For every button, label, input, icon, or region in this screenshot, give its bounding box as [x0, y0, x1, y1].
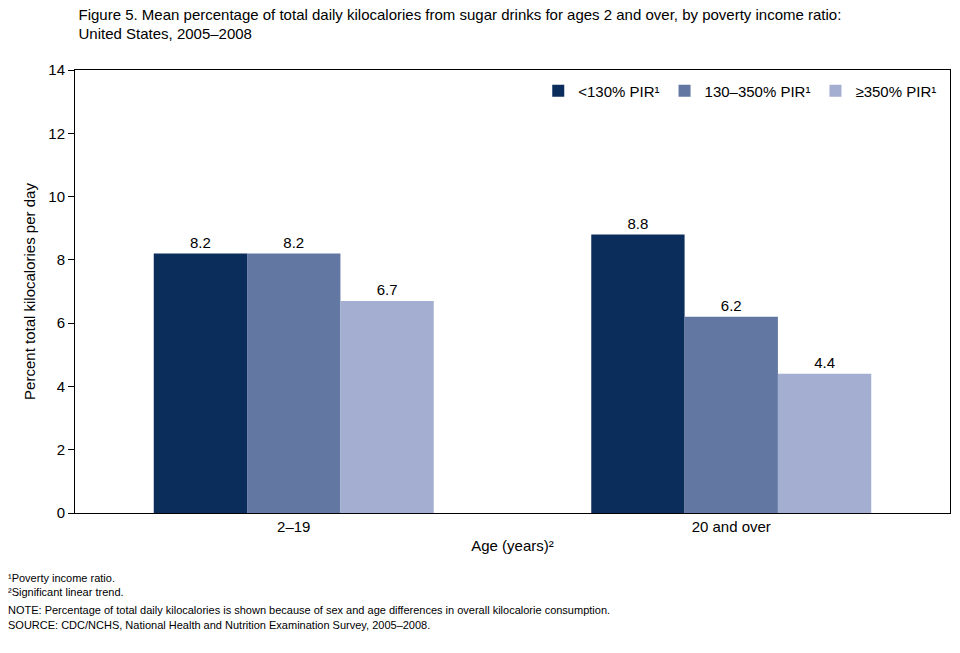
- svg-text:0: 0: [57, 504, 65, 521]
- svg-text:2–19: 2–19: [277, 518, 310, 535]
- svg-text:4.4: 4.4: [814, 354, 835, 371]
- svg-text:130–350% PIR¹: 130–350% PIR¹: [705, 83, 811, 100]
- svg-text:Percent total kilocalories per: Percent total kilocalories per day: [21, 183, 38, 400]
- svg-text:12: 12: [48, 125, 65, 142]
- svg-text:8.2: 8.2: [190, 234, 211, 251]
- svg-text:2: 2: [57, 441, 65, 458]
- svg-text:Age (years)²: Age (years)²: [471, 537, 554, 554]
- svg-text:14: 14: [48, 61, 65, 78]
- svg-text:SOURCE: CDC/NCHS, National Hea: SOURCE: CDC/NCHS, National Health and Nu…: [8, 619, 430, 631]
- svg-text:4: 4: [57, 378, 65, 395]
- svg-text:<130% PIR¹: <130% PIR¹: [578, 83, 659, 100]
- svg-text:²Significant linear trend.: ²Significant linear trend.: [8, 586, 124, 598]
- svg-text:6.2: 6.2: [721, 297, 742, 314]
- svg-text:6: 6: [57, 314, 65, 331]
- svg-text:NOTE: Percentage of total dail: NOTE: Percentage of total daily kilocalo…: [8, 604, 610, 616]
- svg-text:Figure 5. Mean percentage of t: Figure 5. Mean percentage of total daily…: [79, 6, 842, 43]
- svg-text:10: 10: [48, 188, 65, 205]
- svg-text:20 and over: 20 and over: [692, 518, 771, 535]
- svg-text:8.2: 8.2: [283, 234, 304, 251]
- svg-text:≥350% PIR¹: ≥350% PIR¹: [855, 83, 936, 100]
- svg-text:8.8: 8.8: [627, 215, 648, 232]
- svg-text:8: 8: [57, 251, 65, 268]
- svg-text:¹Poverty income ratio.: ¹Poverty income ratio.: [8, 572, 115, 584]
- svg-text:6.7: 6.7: [377, 281, 398, 298]
